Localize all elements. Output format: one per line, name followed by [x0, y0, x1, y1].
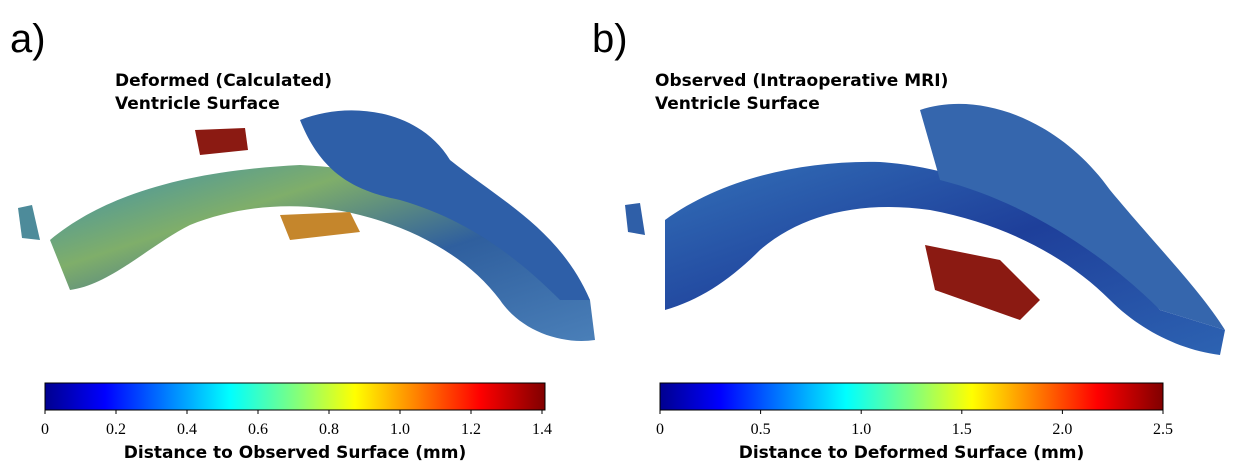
colorbar [659, 382, 1164, 411]
tick-label: 2.5 [1153, 421, 1173, 438]
panel-label: a) [10, 17, 46, 61]
tick-label: 1.0 [851, 421, 871, 438]
tick-label: 0.6 [248, 421, 268, 438]
tick-label: 1.5 [952, 421, 972, 438]
panel-title: Ventricle Surface [655, 94, 820, 114]
panel-label: b) [592, 17, 628, 61]
panel-a-surface [18, 110, 595, 341]
tick-label: 0.5 [751, 421, 771, 438]
panel-b-surface [625, 103, 1225, 355]
colorbar-label: Distance to Observed Surface (mm) [124, 443, 466, 463]
tick-label: 0.8 [319, 421, 339, 438]
tick-label: 0 [41, 421, 49, 438]
panel-title: Deformed (Calculated) [115, 71, 332, 91]
tick-label: 0.4 [177, 421, 197, 438]
tick-label: 1.4 [532, 421, 552, 438]
tick-label: 2.0 [1052, 421, 1072, 438]
colorbar [44, 382, 546, 411]
tick-label: 1.0 [390, 421, 410, 438]
panel-title: Observed (Intraoperative MRI) [655, 71, 948, 91]
tick-label: 1.2 [461, 421, 481, 438]
tick-label: 0 [656, 421, 664, 438]
panel-title: Ventricle Surface [115, 94, 280, 114]
tick-label: 0.2 [106, 421, 126, 438]
colorbar-label: Distance to Deformed Surface (mm) [739, 443, 1085, 463]
